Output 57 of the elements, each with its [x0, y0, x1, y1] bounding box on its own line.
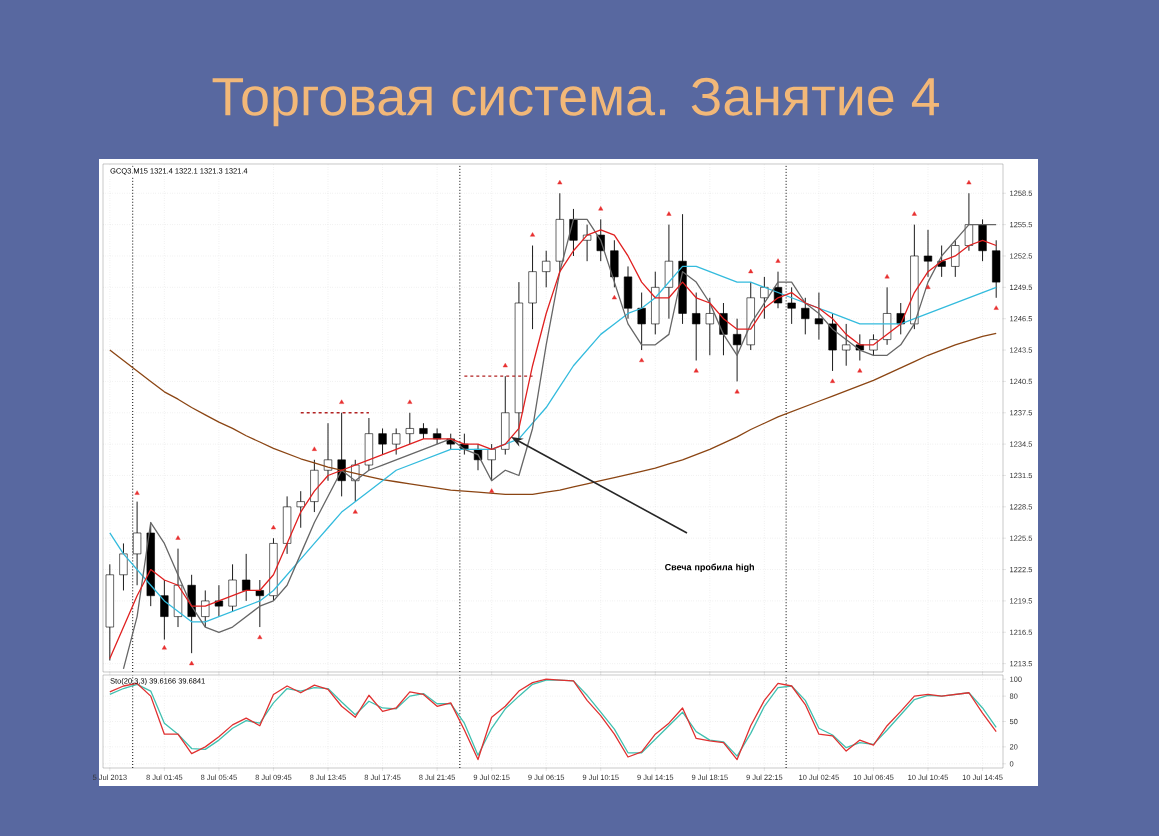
point	[407, 399, 413, 404]
point	[598, 206, 604, 211]
point	[189, 660, 195, 666]
point	[257, 634, 263, 639]
point	[693, 368, 699, 373]
point	[271, 524, 276, 530]
point	[311, 446, 317, 451]
candlestick	[242, 553, 251, 602]
candlestick	[487, 443, 496, 482]
point	[134, 490, 140, 495]
point	[161, 645, 167, 650]
point	[502, 362, 508, 368]
candlestick	[801, 297, 810, 335]
point	[830, 378, 835, 383]
candlestick	[378, 428, 387, 456]
candlestick	[637, 292, 646, 351]
candlestick	[705, 297, 714, 356]
candlestick	[160, 579, 169, 641]
candlestick	[964, 192, 974, 252]
candlestick	[542, 250, 551, 288]
candlestick	[869, 333, 878, 356]
point	[734, 389, 740, 394]
candlestick	[296, 490, 305, 529]
candlestick	[814, 292, 824, 341]
point	[884, 274, 890, 279]
point	[857, 368, 863, 373]
point	[639, 357, 645, 362]
candlestick	[392, 428, 401, 456]
point	[911, 211, 917, 216]
candlestick	[255, 579, 264, 628]
point	[339, 399, 345, 404]
point	[966, 180, 972, 185]
point	[775, 258, 781, 263]
candlestick	[201, 590, 210, 628]
point	[748, 268, 754, 274]
candlestick	[692, 292, 701, 361]
point	[557, 180, 563, 185]
candlestick	[323, 422, 333, 482]
point	[352, 509, 358, 514]
candlestick	[405, 412, 414, 445]
point	[611, 295, 617, 300]
chart-title: Торговая система. Занятие 4	[212, 77, 940, 127]
candlestick	[214, 584, 224, 618]
point	[993, 305, 999, 310]
candlestick	[923, 229, 933, 278]
point	[925, 284, 931, 289]
point	[175, 535, 181, 540]
point	[530, 232, 535, 237]
point	[489, 488, 495, 493]
candlestick	[951, 239, 960, 278]
candlestick	[119, 542, 128, 591]
point	[666, 211, 672, 216]
candlestick	[732, 318, 742, 382]
candlestick	[842, 323, 851, 367]
candlestick	[855, 333, 864, 361]
candlestick	[760, 276, 769, 320]
annotation: Свеча пробила high	[665, 563, 754, 573]
